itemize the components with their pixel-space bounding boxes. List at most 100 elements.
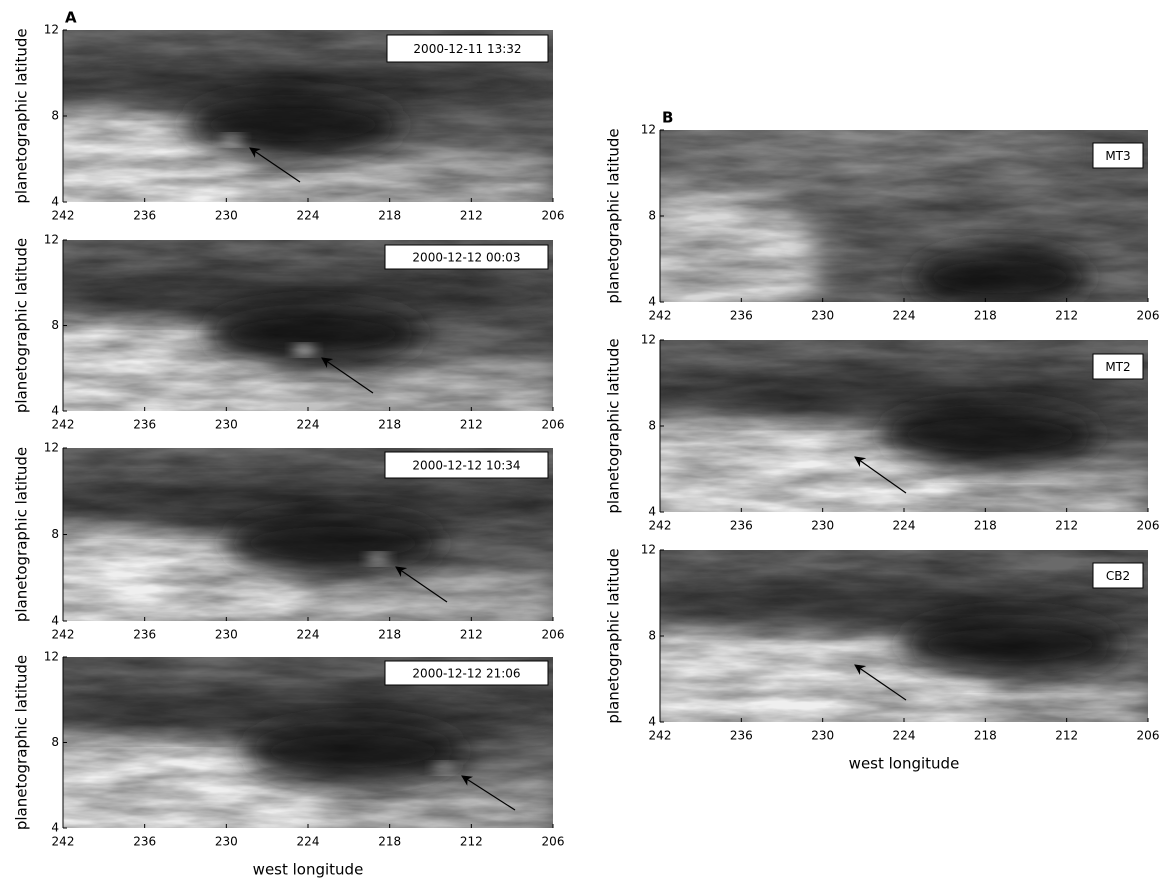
x-tick-label: 242 (52, 209, 75, 223)
x-tick-label: 206 (542, 209, 565, 223)
x-tick-label: 206 (542, 628, 565, 642)
y-axis-label: planetographic latitude (605, 548, 623, 723)
y-axis-label: planetographic latitude (13, 238, 31, 413)
image-label: 2000-12-11 13:32 (413, 42, 521, 56)
x-tick-label: 242 (52, 835, 75, 849)
y-tick-label: 12 (44, 441, 59, 455)
x-tick-label: 212 (460, 835, 483, 849)
y-tick-label: 4 (51, 614, 59, 628)
x-tick-label: 206 (1137, 729, 1160, 743)
x-tick-label: 230 (215, 209, 238, 223)
image-label: 2000-12-12 00:03 (412, 251, 520, 265)
x-tick-label: 236 (730, 309, 753, 323)
texture (660, 340, 1148, 512)
x-tick-label: 236 (730, 519, 753, 533)
arrow (249, 147, 301, 183)
x-tick-label: 212 (460, 628, 483, 642)
y-axis-label: planetographic latitude (605, 128, 623, 303)
x-tick-label: 224 (297, 835, 320, 849)
y-tick-label: 8 (648, 209, 656, 223)
x-tick-label: 230 (811, 519, 834, 533)
label-box (384, 660, 549, 686)
y-tick-label: 12 (641, 333, 656, 347)
x-tick-label: 218 (974, 729, 997, 743)
y-axis-label: planetographic latitude (13, 28, 31, 203)
x-tick-label: 212 (460, 418, 483, 432)
image-label: CB2 (1106, 569, 1130, 583)
x-tick-label: 206 (542, 418, 565, 432)
x-tick-label: 230 (215, 835, 238, 849)
x-tick-label: 224 (893, 519, 916, 533)
y-tick-label: 12 (44, 650, 59, 664)
x-axis-label: west longitude (253, 861, 364, 879)
x-tick-label: 212 (1055, 309, 1078, 323)
y-tick-label: 12 (641, 543, 656, 557)
x-tick-label: 242 (649, 519, 672, 533)
y-tick-label: 4 (648, 505, 656, 519)
y-tick-label: 4 (648, 715, 656, 729)
x-tick-label: 242 (52, 628, 75, 642)
label-box (386, 34, 549, 63)
texture (660, 550, 1148, 722)
cloud-image (63, 240, 553, 411)
x-tick-label: 224 (893, 729, 916, 743)
image-label: 2000-12-12 10:34 (412, 459, 520, 473)
cloud-image (660, 340, 1148, 512)
x-tick-label: 236 (133, 628, 156, 642)
image-label: MT2 (1105, 360, 1130, 374)
arrow (395, 566, 448, 603)
cloud-image (660, 130, 1148, 302)
x-tick-label: 230 (811, 309, 834, 323)
x-axis-label: west longitude (849, 755, 960, 773)
x-tick-label: 218 (974, 519, 997, 533)
arrow (321, 357, 374, 394)
x-tick-label: 236 (133, 835, 156, 849)
x-tick-label: 230 (215, 418, 238, 432)
y-axis-label: planetographic latitude (13, 447, 31, 622)
x-tick-label: 242 (649, 729, 672, 743)
texture (660, 130, 1148, 302)
x-tick-label: 236 (133, 209, 156, 223)
x-tick-label: 212 (1055, 519, 1078, 533)
x-tick-label: 206 (1137, 519, 1160, 533)
arrow (854, 456, 907, 494)
arrow (854, 664, 907, 701)
y-axis-label: planetographic latitude (13, 655, 31, 830)
label-box (384, 244, 549, 270)
x-tick-label: 212 (460, 209, 483, 223)
y-tick-label: 4 (648, 295, 656, 309)
y-tick-label: 12 (641, 123, 656, 137)
y-tick-label: 12 (44, 233, 59, 247)
x-tick-label: 224 (297, 209, 320, 223)
label-box (1092, 142, 1144, 169)
cloud-image (63, 657, 553, 828)
y-tick-label: 8 (51, 109, 59, 123)
x-tick-label: 236 (133, 418, 156, 432)
y-tick-label: 4 (51, 195, 59, 209)
label-box (1092, 562, 1144, 589)
panel-letter: A (65, 9, 77, 27)
panel-letter: B (662, 109, 673, 127)
x-tick-label: 242 (649, 309, 672, 323)
label-box (384, 451, 549, 479)
y-tick-label: 8 (648, 419, 656, 433)
cloud-image (660, 550, 1148, 722)
x-tick-label: 206 (1137, 309, 1160, 323)
y-tick-label: 12 (44, 23, 59, 37)
x-tick-label: 206 (542, 835, 565, 849)
x-tick-label: 218 (378, 209, 401, 223)
x-tick-label: 236 (730, 729, 753, 743)
image-label: MT3 (1105, 149, 1130, 163)
label-box (1092, 353, 1144, 380)
y-tick-label: 4 (51, 821, 59, 835)
x-tick-label: 224 (893, 309, 916, 323)
y-tick-label: 8 (648, 629, 656, 643)
x-tick-label: 242 (52, 418, 75, 432)
y-tick-label: 4 (51, 404, 59, 418)
image-label: 2000-12-12 21:06 (412, 667, 520, 681)
x-tick-label: 212 (1055, 729, 1078, 743)
arrow (461, 775, 516, 811)
cloud-image (63, 448, 553, 621)
y-axis-label: planetographic latitude (605, 338, 623, 513)
